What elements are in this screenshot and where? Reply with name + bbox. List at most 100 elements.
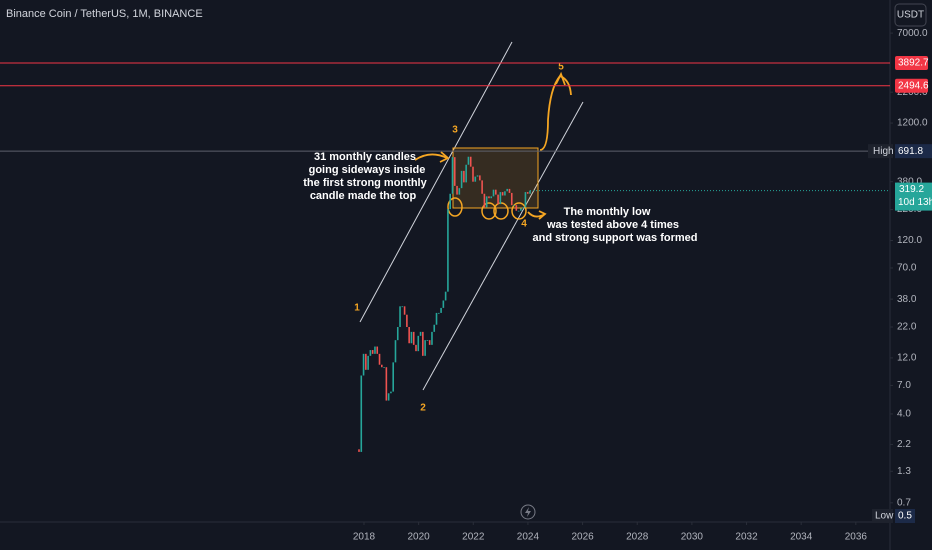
channel-line xyxy=(422,101,584,391)
candle-body xyxy=(501,192,504,196)
y-tick-label: 4.0 xyxy=(897,409,911,420)
candle-body xyxy=(401,306,404,308)
x-tick-label: 2028 xyxy=(626,532,649,543)
y-tick-label: 70.0 xyxy=(897,263,917,274)
countdown: 10d 13h xyxy=(898,197,932,208)
candle-body xyxy=(522,207,524,209)
candle-body xyxy=(406,314,408,328)
candle-body xyxy=(365,353,367,370)
candle-body xyxy=(396,327,399,341)
high-name-tag xyxy=(868,144,893,159)
level-tag xyxy=(895,56,928,71)
candle-body xyxy=(447,209,449,292)
y-tick-label: 38.0 xyxy=(897,294,917,305)
y-tick-label: 7000.0 xyxy=(897,28,928,39)
annotation: The monthly low xyxy=(564,206,651,218)
candle-body xyxy=(517,210,520,212)
channel-line xyxy=(359,41,513,323)
candle-body xyxy=(444,291,447,301)
candle-body xyxy=(520,208,522,211)
candle-body xyxy=(417,335,420,352)
candle-body xyxy=(488,196,490,199)
wave-label: 4 xyxy=(521,219,527,230)
candle-body xyxy=(440,307,442,313)
candle-body xyxy=(504,191,506,196)
high-tag xyxy=(895,144,932,159)
candle-body xyxy=(433,324,436,332)
candle-body xyxy=(492,189,495,197)
candle-body xyxy=(456,185,458,195)
level-tag-label: 2494.6 xyxy=(898,80,929,91)
annotation: was tested above 4 times xyxy=(546,219,679,231)
candle-body xyxy=(453,157,456,186)
candle-body xyxy=(499,192,502,205)
x-tick-label: 2020 xyxy=(408,532,431,543)
candle-body xyxy=(472,166,474,182)
candle-body xyxy=(360,375,363,452)
candle-body xyxy=(490,196,493,199)
candle-body xyxy=(394,340,397,363)
range-box xyxy=(452,147,539,209)
y-tick-label: 7.0 xyxy=(897,380,911,391)
candle-body xyxy=(526,192,529,194)
candle-body xyxy=(410,331,413,344)
candle-body xyxy=(362,353,365,376)
candle-body xyxy=(474,176,477,182)
candle-body xyxy=(419,331,422,336)
last-price-label: 319.2 xyxy=(899,184,924,195)
candle-body xyxy=(467,156,470,165)
high-tag-label: 691.8 xyxy=(898,146,923,157)
y-tick-label: 380.0 xyxy=(897,176,922,187)
candle-body xyxy=(510,192,513,206)
candle-body xyxy=(451,157,454,194)
currency-label[interactable]: USDT xyxy=(897,10,924,21)
x-tick-label: 2030 xyxy=(681,532,704,543)
currency-button[interactable] xyxy=(894,3,927,27)
x-tick-label: 2034 xyxy=(790,532,813,543)
y-tick-label: 12.0 xyxy=(897,353,917,364)
candle-body xyxy=(408,327,410,344)
candle-body xyxy=(392,362,394,392)
low-tag-label: 0.5 xyxy=(898,511,912,522)
annotation: 31 monthly candles xyxy=(314,151,416,163)
candle-body xyxy=(515,205,518,211)
candle-body xyxy=(483,193,486,208)
candle-body xyxy=(374,346,376,354)
candle-body xyxy=(460,170,463,189)
candle-body xyxy=(358,449,360,452)
candle-body xyxy=(371,350,374,354)
candle-body xyxy=(428,340,431,345)
candle-body xyxy=(481,180,483,194)
candle-body xyxy=(469,156,472,167)
replay-icon[interactable] xyxy=(520,504,536,520)
annotation: candle made the top xyxy=(310,190,417,202)
y-tick-label: 120.0 xyxy=(897,235,922,246)
candle-body xyxy=(376,346,379,354)
x-tick-label: 2018 xyxy=(353,532,376,543)
candle-body xyxy=(369,350,372,356)
candle-body xyxy=(479,175,481,181)
candle-body xyxy=(435,312,438,325)
y-tick-label: 1.3 xyxy=(897,466,911,477)
candle-body xyxy=(424,340,426,356)
candle-body xyxy=(524,192,527,208)
low-name-tag xyxy=(872,509,893,523)
x-tick-label: 2022 xyxy=(462,532,485,543)
candle-body xyxy=(508,188,511,193)
candle-body xyxy=(367,355,369,370)
candle-body xyxy=(485,196,488,208)
last-price-tag xyxy=(895,182,932,211)
low-tag xyxy=(895,509,915,523)
x-tick-label: 2026 xyxy=(571,532,594,543)
y-tick-label: 0.7 xyxy=(897,497,911,508)
candle-body xyxy=(463,170,465,183)
x-tick-label: 2036 xyxy=(845,532,868,543)
y-tick-label: 1200.0 xyxy=(897,118,928,129)
candle-body xyxy=(497,194,499,205)
candle-body xyxy=(476,175,479,177)
x-tick-label: 2024 xyxy=(517,532,540,543)
low-name: Low xyxy=(875,511,894,522)
candle-body xyxy=(458,188,461,195)
wave-label: 1 xyxy=(354,303,360,314)
arrows xyxy=(414,71,572,220)
